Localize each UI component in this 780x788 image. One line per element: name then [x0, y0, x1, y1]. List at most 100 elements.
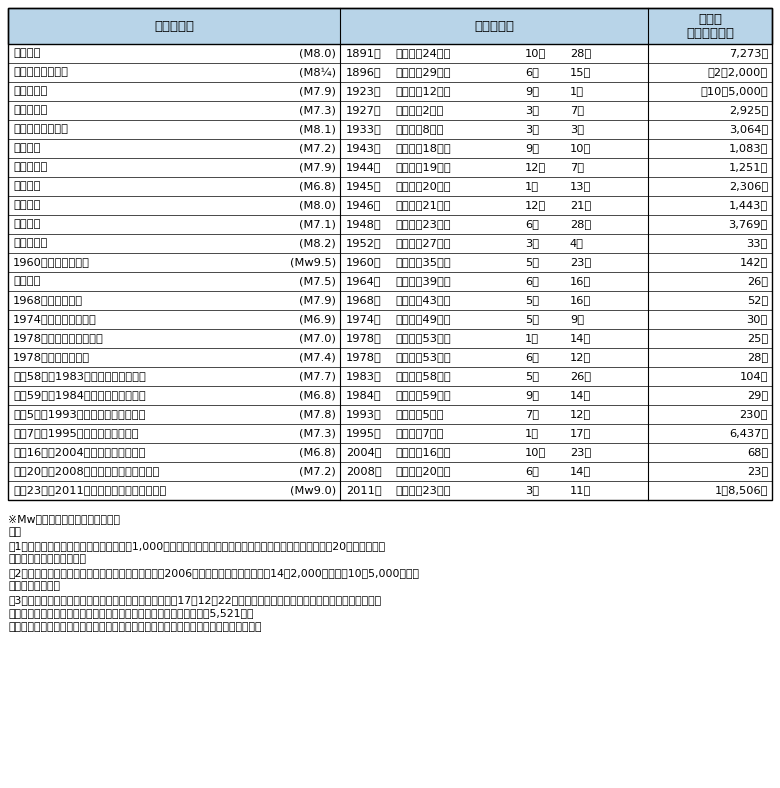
Text: 1万8,506人: 1万8,506人: [714, 485, 768, 496]
Text: 1944年: 1944年: [346, 162, 381, 173]
Text: 2008年: 2008年: [346, 466, 381, 477]
Text: 2004年: 2004年: [346, 448, 381, 458]
Text: 21日: 21日: [570, 200, 591, 210]
Text: 23日: 23日: [570, 258, 591, 267]
Text: (M6.8): (M6.8): [300, 181, 336, 191]
Bar: [8, 462, 772, 481]
Text: （昭和　27年）: （昭和 27年）: [395, 239, 451, 248]
Bar: [8, 82, 772, 101]
Text: 1974年伊豆半島沖地震: 1974年伊豆半島沖地震: [13, 314, 97, 325]
Text: （昭和　39年）: （昭和 39年）: [395, 277, 451, 287]
Text: (Mw9.5): (Mw9.5): [290, 258, 336, 267]
Text: 注）: 注）: [8, 527, 21, 537]
Text: （昭和　8年）: （昭和 8年）: [395, 125, 444, 135]
Text: 12月: 12月: [525, 162, 546, 173]
Text: 2011年: 2011年: [346, 485, 381, 496]
Text: 1933年: 1933年: [346, 125, 382, 135]
Text: 33人: 33人: [746, 239, 768, 248]
Text: 1968年: 1968年: [346, 296, 381, 306]
Text: 16日: 16日: [570, 296, 591, 306]
Text: （昭和　43年）: （昭和 43年）: [395, 296, 451, 306]
Text: (M8.1): (M8.1): [299, 125, 336, 135]
Text: 昭和三陸地震津波: 昭和三陸地震津波: [13, 125, 68, 135]
Text: 新潟地震: 新潟地震: [13, 277, 41, 287]
Text: 104人: 104人: [739, 371, 768, 381]
Text: （平成　7年）: （平成 7年）: [395, 429, 444, 438]
Text: 68人: 68人: [746, 448, 768, 458]
Text: (M7.5): (M7.5): [299, 277, 336, 287]
Text: (M7.3): (M7.3): [299, 429, 336, 438]
Bar: [8, 101, 772, 120]
Text: 142人: 142人: [739, 258, 768, 267]
Text: 13日: 13日: [570, 181, 591, 191]
Bar: [8, 424, 772, 443]
Text: 17日: 17日: [570, 429, 591, 438]
Text: (M7.2): (M7.2): [300, 143, 336, 154]
Text: （平成　20年）: （平成 20年）: [395, 466, 451, 477]
Text: (M8.0): (M8.0): [299, 200, 336, 210]
Text: 東南海地震: 東南海地震: [13, 162, 48, 173]
Text: 1964年: 1964年: [346, 277, 381, 287]
Text: 1960年チリ地震津波: 1960年チリ地震津波: [13, 258, 90, 267]
Text: 鳥取地震: 鳥取地震: [13, 143, 41, 154]
Text: （昭和　58年）: （昭和 58年）: [395, 371, 451, 381]
Text: 1．戦前については死者・行方不明者が1,000人を超える被害地震、戦後については死者・行方不明者が20人を超える被: 1．戦前については死者・行方不明者が1,000人を超える被害地震、戦後については…: [8, 541, 385, 551]
Text: 平成5年（1993年）北海道南西沖地震: 平成5年（1993年）北海道南西沖地震: [13, 410, 146, 419]
Bar: [8, 443, 772, 462]
Text: （昭和　53年）: （昭和 53年）: [395, 352, 451, 362]
Text: 1896年: 1896年: [346, 68, 381, 77]
Text: 変更した。: 変更した。: [8, 582, 60, 592]
Text: 14日: 14日: [570, 333, 591, 344]
Text: 明治三陸地震津波: 明治三陸地震津波: [13, 68, 68, 77]
Text: 5月: 5月: [525, 258, 539, 267]
Text: 4日: 4日: [570, 239, 584, 248]
Text: 昭和58年（1983年）日本海中部地震: 昭和58年（1983年）日本海中部地震: [13, 371, 146, 381]
Text: 12日: 12日: [570, 410, 591, 419]
Text: 1995年: 1995年: [346, 429, 382, 438]
Text: 12月: 12月: [525, 200, 546, 210]
Text: 1月: 1月: [525, 429, 539, 438]
Text: （大正　12年）: （大正 12年）: [395, 87, 451, 96]
Text: 11日: 11日: [570, 485, 591, 496]
Text: 死者・: 死者・: [698, 13, 722, 25]
Text: （昭和　49年）: （昭和 49年）: [395, 314, 451, 325]
Text: 52人: 52人: [746, 296, 768, 306]
Text: 平成20年（2008年）岩手・宮城内陸地震: 平成20年（2008年）岩手・宮城内陸地震: [13, 466, 159, 477]
Bar: [8, 405, 772, 424]
Text: (M8¼): (M8¼): [299, 68, 336, 77]
Text: 5月: 5月: [525, 296, 539, 306]
Text: 平成16年（2004年）新潟県中越地震: 平成16年（2004年）新潟県中越地震: [13, 448, 146, 458]
Bar: [8, 44, 772, 63]
Text: 6月: 6月: [525, 352, 539, 362]
Text: 16日: 16日: [570, 277, 591, 287]
Text: 10日: 10日: [570, 143, 591, 154]
Text: 3月: 3月: [525, 106, 539, 116]
Text: （昭和　18年）: （昭和 18年）: [395, 143, 451, 154]
Text: （明治　24年）: （明治 24年）: [395, 49, 451, 58]
Text: 1978年伊豆大島近海地震: 1978年伊豆大島近海地震: [13, 333, 104, 344]
Text: 1993年: 1993年: [346, 410, 382, 419]
Text: 1月: 1月: [525, 181, 539, 191]
Bar: [8, 158, 772, 177]
Bar: [8, 329, 772, 348]
Text: 1948年: 1948年: [346, 220, 381, 229]
Text: 12日: 12日: [570, 352, 591, 362]
Text: 1891年: 1891年: [346, 49, 382, 58]
Text: 10月: 10月: [525, 49, 546, 58]
Text: 行方不明者数: 行方不明者数: [686, 27, 734, 39]
Text: (M7.8): (M7.8): [299, 410, 336, 419]
Text: 6月: 6月: [525, 466, 539, 477]
Text: 30人: 30人: [746, 314, 768, 325]
Text: 7日: 7日: [570, 162, 584, 173]
Text: 1946年: 1946年: [346, 200, 381, 210]
Text: 1月: 1月: [525, 333, 539, 344]
Text: 約2万2,000人: 約2万2,000人: [707, 68, 768, 77]
Bar: [8, 386, 772, 405]
Text: （昭和　21年）: （昭和 21年）: [395, 200, 451, 210]
Bar: [8, 63, 772, 82]
Bar: [8, 177, 772, 196]
Text: （昭和　20年）: （昭和 20年）: [395, 181, 451, 191]
Text: (M8.0): (M8.0): [299, 49, 336, 58]
Bar: [8, 234, 772, 253]
Text: （平成　16年）: （平成 16年）: [395, 448, 451, 458]
